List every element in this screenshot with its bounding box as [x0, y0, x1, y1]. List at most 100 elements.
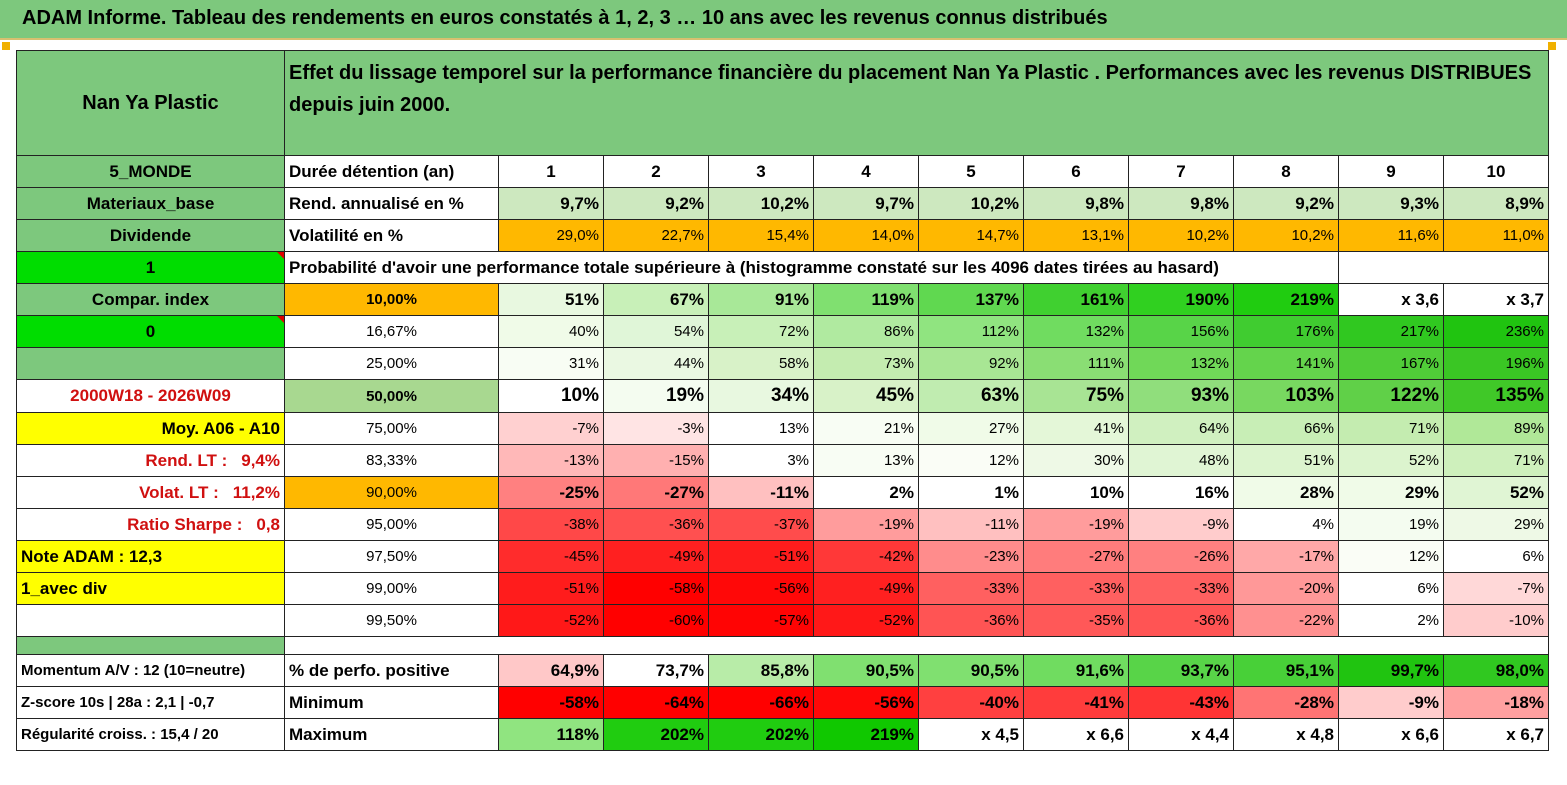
value-cell: -41%: [1023, 686, 1129, 719]
value-cell: -52%: [498, 604, 604, 637]
table-row: Dividende Volatilité en % 29,0% 22,7% 15,4% 1…: [16, 219, 1549, 252]
value-cell: -52%: [813, 604, 919, 637]
value-cell: 12%: [1338, 540, 1444, 573]
value-cell: 16%: [1128, 476, 1234, 509]
value-cell: 4: [813, 155, 919, 188]
value-cell: -35%: [1023, 604, 1129, 637]
value-cell: 196%: [1443, 347, 1549, 380]
value-cell: -19%: [1023, 508, 1129, 541]
value-cell: 10%: [498, 379, 604, 413]
value-cell: 51%: [498, 283, 604, 316]
value-cell: 8,9%: [1443, 187, 1549, 220]
value-cell: x 6,6: [1023, 718, 1129, 751]
table-row: Régularité croiss. : 15,4 / 20 Maximum 118…: [16, 718, 1549, 751]
row-label: 99,00%: [284, 572, 499, 605]
side-label: [16, 604, 285, 637]
value-cell: -7%: [1443, 572, 1549, 605]
value-cell: 64%: [1128, 412, 1234, 445]
value-cell: 122%: [1338, 379, 1444, 413]
value-cell: -49%: [813, 572, 919, 605]
value-cell: 219%: [813, 718, 919, 751]
side-label: 0: [16, 315, 285, 348]
value-cell: 98,0%: [1443, 654, 1549, 687]
value-cell: -3%: [603, 412, 709, 445]
value-cell: -18%: [1443, 686, 1549, 719]
value-cell: 73%: [813, 347, 919, 380]
spacer-row: [16, 636, 1549, 655]
table-row: Materiaux_base Rend. annualisé en % 9,7% 9,…: [16, 187, 1549, 220]
value-cell: 118%: [498, 718, 604, 751]
value-cell: -38%: [498, 508, 604, 541]
value-cell: 112%: [918, 315, 1024, 348]
table-row: Momentum A/V : 12 (10=neutre)% de perfo.…: [16, 654, 1549, 687]
value-cell: -57%: [708, 604, 814, 637]
value-cell: -56%: [708, 572, 814, 605]
side-label: Z-score 10s | 28a : 2,1 | -0,7: [16, 686, 285, 719]
table-row: Rend. LT : 9,4% 83,33% -13% -15% 3% 13% 12% 30% 4…: [16, 444, 1549, 477]
value-cell: 9,7%: [813, 187, 919, 220]
value-cell: 29%: [1338, 476, 1444, 509]
value-cell: 10,2%: [918, 187, 1024, 220]
value-cell: 5: [918, 155, 1024, 188]
value-cell: 45%: [813, 379, 919, 413]
value-cell: 103%: [1233, 379, 1339, 413]
side-label: 1: [16, 251, 285, 284]
value-cell: x 6,6: [1338, 718, 1444, 751]
instrument-name: Nan Ya Plastic: [16, 50, 285, 156]
value-cell: 75%: [1023, 379, 1129, 413]
value-cell: -10%: [1443, 604, 1549, 637]
value-cell: -15%: [603, 444, 709, 477]
side-label: Compar. index: [16, 283, 285, 316]
side-label-text: Ratio Sharpe :: [127, 514, 243, 534]
side-label: 1_avec div: [16, 572, 285, 605]
value-cell: -58%: [498, 686, 604, 719]
value-cell: 190%: [1128, 283, 1234, 316]
value-cell: -51%: [708, 540, 814, 573]
side-label: Materiaux_base: [16, 187, 285, 220]
value-cell: 14,7%: [918, 219, 1024, 252]
value-cell: 90,5%: [813, 654, 919, 687]
value-cell: 29%: [1443, 508, 1549, 541]
value-cell: 34%: [708, 379, 814, 413]
corner-mark-right: [1548, 42, 1556, 50]
side-label: Moy. A06 - A10: [16, 412, 285, 445]
spacer-green: [16, 636, 285, 655]
value-cell: -64%: [603, 686, 709, 719]
value-cell: -11%: [918, 508, 1024, 541]
value-cell: 93,7%: [1128, 654, 1234, 687]
value-cell: 9,2%: [603, 187, 709, 220]
value-cell: x 3,7: [1443, 283, 1549, 316]
value-cell: 91,6%: [1023, 654, 1129, 687]
value-cell: 10,2%: [1233, 219, 1339, 252]
value-cell: 9,8%: [1023, 187, 1129, 220]
value-cell: -19%: [813, 508, 919, 541]
value-cell: 12%: [918, 444, 1024, 477]
value-cell: 13%: [708, 412, 814, 445]
side-label-value: 11,2%: [232, 482, 280, 502]
value-cell: 4%: [1233, 508, 1339, 541]
value-cell: 202%: [708, 718, 814, 751]
side-label: Régularité croiss. : 15,4 / 20: [16, 718, 285, 751]
value-cell: 1%: [918, 476, 1024, 509]
row-label: 97,50%: [284, 540, 499, 573]
row-label: Rend. annualisé en %: [284, 187, 499, 220]
value-cell: x 6,7: [1443, 718, 1549, 751]
value-cell: 13%: [813, 444, 919, 477]
value-cell: -37%: [708, 508, 814, 541]
value-cell: -17%: [1233, 540, 1339, 573]
value-cell: -56%: [813, 686, 919, 719]
value-cell: -22%: [1233, 604, 1339, 637]
value-cell: 9: [1338, 155, 1444, 188]
value-cell: -40%: [918, 686, 1024, 719]
value-cell: -66%: [708, 686, 814, 719]
value-cell: 167%: [1338, 347, 1444, 380]
value-cell: 2%: [813, 476, 919, 509]
value-cell: 10: [1443, 155, 1549, 188]
value-cell: 132%: [1128, 347, 1234, 380]
value-cell: 10,2%: [708, 187, 814, 220]
value-cell: -28%: [1233, 686, 1339, 719]
value-cell: 1: [498, 155, 604, 188]
value-cell: 85,8%: [708, 654, 814, 687]
side-label-value: 0,8: [256, 514, 280, 534]
value-cell: -60%: [603, 604, 709, 637]
